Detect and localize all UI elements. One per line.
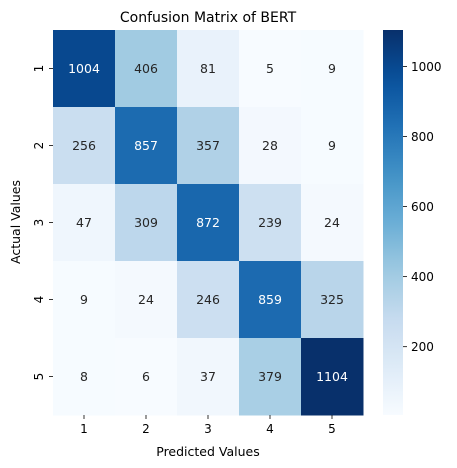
colorbar-tick-label: 1000 — [411, 60, 442, 74]
cell-value-label: 379 — [258, 369, 282, 384]
x-axis-label: Predicted Values — [156, 444, 260, 459]
heatmap-cell — [53, 338, 116, 416]
x-tick-label: 4 — [266, 422, 274, 436]
heatmap-cell — [53, 184, 116, 262]
heatmap-cell — [301, 107, 364, 185]
cell-value-label: 256 — [72, 138, 96, 153]
cell-value-label: 24 — [138, 292, 154, 307]
y-axis-ticks: 1 2 3 4 5 — [32, 65, 53, 381]
cell-value-label: 6 — [142, 369, 150, 384]
heatmap-cell — [177, 107, 240, 185]
heatmap-cell — [177, 338, 240, 416]
x-tick-label: 3 — [204, 422, 212, 436]
heatmap-cell — [53, 107, 116, 185]
x-tick-label: 1 — [80, 422, 88, 436]
heatmap-cell — [177, 261, 240, 339]
cell-value-label: 81 — [200, 61, 216, 76]
cell-value-label: 9 — [80, 292, 88, 307]
heatmap-cell — [53, 30, 116, 108]
heatmap-cell — [115, 30, 178, 108]
heatmap-cell — [301, 261, 364, 339]
x-axis-ticks: 1 2 3 4 5 — [80, 415, 336, 436]
heatmap-cell-labels: 1004 406 81 5 9 256 857 357 28 9 47 309 872 239 24 9 24 2… — [68, 61, 348, 384]
y-tick-label: 2 — [32, 142, 46, 150]
heatmap-cell — [301, 338, 364, 416]
colorbar: 200 400 600 800 1000 — [383, 30, 442, 415]
y-tick-label: 4 — [32, 296, 46, 304]
heatmap-cell — [115, 184, 178, 262]
colorbar-tick-label: 600 — [411, 200, 434, 214]
cell-value-label: 239 — [258, 215, 282, 230]
colorbar-tick-label: 800 — [411, 130, 434, 144]
y-axis-label: Actual Values — [8, 180, 23, 264]
cell-value-label: 325 — [320, 292, 344, 307]
heatmap-cell — [239, 261, 302, 339]
x-tick-label: 2 — [142, 422, 150, 436]
colorbar-gradient — [383, 30, 403, 415]
cell-value-label: 37 — [200, 369, 216, 384]
colorbar-tick-label: 400 — [411, 270, 434, 284]
heatmap-cells — [53, 30, 364, 416]
cell-value-label: 872 — [196, 215, 220, 230]
heatmap-cell — [177, 184, 240, 262]
cell-value-label: 9 — [328, 61, 336, 76]
colorbar-tick-label: 200 — [411, 340, 434, 354]
cell-value-label: 47 — [76, 215, 92, 230]
heatmap-cell — [115, 338, 178, 416]
cell-value-label: 5 — [266, 61, 274, 76]
y-tick-label: 1 — [32, 65, 46, 73]
cell-value-label: 406 — [134, 61, 158, 76]
y-tick-label: 3 — [32, 219, 46, 227]
heatmap-cell — [115, 261, 178, 339]
cell-value-label: 857 — [134, 138, 158, 153]
chart-title: Confusion Matrix of BERT — [120, 10, 297, 26]
heatmap-cell — [239, 107, 302, 185]
cell-value-label: 8 — [80, 369, 88, 384]
heatmap-cell — [115, 107, 178, 185]
cell-value-label: 9 — [328, 138, 336, 153]
x-tick-label: 5 — [328, 422, 336, 436]
cell-value-label: 246 — [196, 292, 220, 307]
heatmap-cell — [239, 30, 302, 108]
heatmap-cell — [239, 184, 302, 262]
cell-value-label: 357 — [196, 138, 220, 153]
y-tick-label: 5 — [32, 373, 46, 381]
heatmap-cell — [239, 338, 302, 416]
cell-value-label: 859 — [258, 292, 282, 307]
cell-value-label: 1104 — [316, 369, 348, 384]
heatmap-cell — [301, 184, 364, 262]
heatmap-cell — [53, 261, 116, 339]
cell-value-label: 1004 — [68, 61, 100, 76]
cell-value-label: 24 — [324, 215, 340, 230]
heatmap-cell — [177, 30, 240, 108]
cell-value-label: 28 — [262, 138, 278, 153]
heatmap-cell — [301, 30, 364, 108]
cell-value-label: 309 — [134, 215, 158, 230]
